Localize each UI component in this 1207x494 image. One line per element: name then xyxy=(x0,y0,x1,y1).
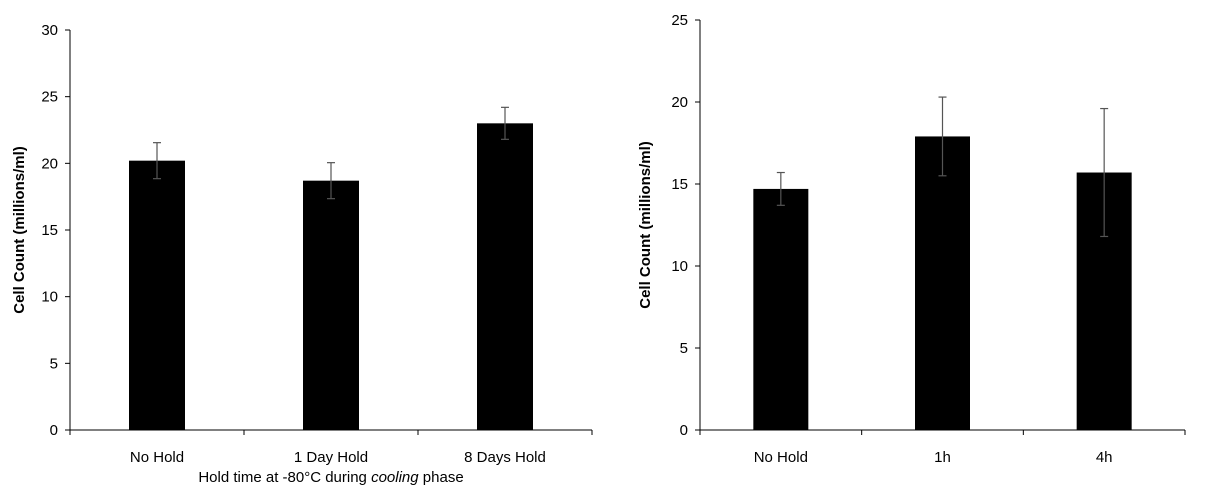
x-axis-label: Hold time at -80°C during cooling phase xyxy=(198,469,463,486)
bar-1-day-hold xyxy=(303,180,359,430)
x-category-label: 4h xyxy=(1096,449,1113,466)
x-category-label: 1h xyxy=(934,449,951,466)
x-axis-label-part: phase xyxy=(419,469,464,486)
y-tick-label: 5 xyxy=(680,340,688,357)
chart-right-hold: 0 5 10 15 20 25 No Hold 1h 4h Cell Count (million… xyxy=(637,12,1186,466)
x-category-label: No Hold xyxy=(130,449,184,466)
y-tick-label: 15 xyxy=(671,176,688,193)
y-tick-label: 0 xyxy=(680,422,688,439)
bar-no-hold xyxy=(129,160,185,430)
y-axis-label: Cell Count (millions/ml) xyxy=(637,141,654,309)
y-tick-label: 20 xyxy=(41,155,58,172)
x-axis-label-part: Hold time at -80°C during xyxy=(198,469,371,486)
x-category-label: 1 Day Hold xyxy=(294,449,368,466)
y-tick-label: 5 xyxy=(50,355,58,372)
y-tick-label: 25 xyxy=(671,12,688,29)
bar-8-days-hold xyxy=(477,123,533,430)
bar-1h xyxy=(915,136,970,430)
x-category-label: 8 Days Hold xyxy=(464,449,546,466)
chart-left-cooling-hold: 0 5 10 15 20 25 30 No Hold 1 Day Hold 8 Days Hold… xyxy=(11,22,593,486)
x-category-label: No Hold xyxy=(754,449,808,466)
y-tick-label: 10 xyxy=(671,258,688,275)
y-tick-label: 10 xyxy=(41,289,58,306)
y-tick-label: 0 xyxy=(50,422,58,439)
y-tick-label: 20 xyxy=(671,94,688,111)
bar-no-hold xyxy=(753,188,809,430)
x-axis-label-italic: cooling xyxy=(371,469,419,486)
y-tick-label: 15 xyxy=(41,222,58,239)
y-tick-label: 30 xyxy=(41,22,58,39)
y-axis-label: Cell Count (millions/ml) xyxy=(11,146,28,314)
y-tick-label: 25 xyxy=(41,89,58,106)
